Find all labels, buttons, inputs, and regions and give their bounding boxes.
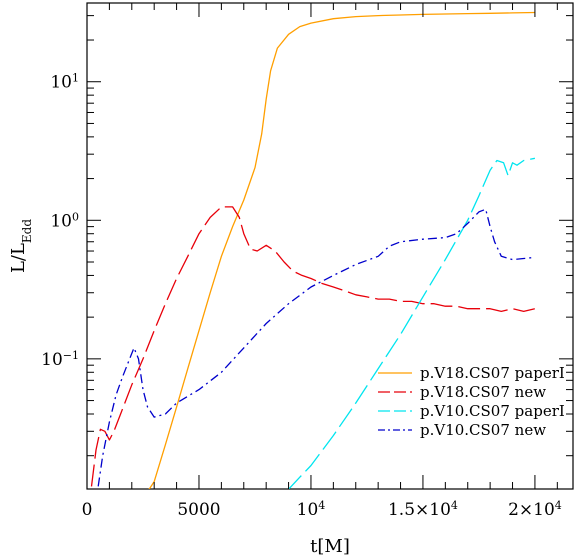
legend-label-4: p.V10.CS07 new xyxy=(420,421,546,439)
x-axis-label: t[M] xyxy=(310,536,350,557)
legend-label-1: p.V18.CS07 paperI xyxy=(420,364,565,382)
x-tick-label: 2×104 xyxy=(508,499,562,521)
legend-label-3: p.V10.CS07 paperI xyxy=(420,402,565,420)
y-axis-label-base: L/L xyxy=(8,243,29,273)
y-tick-label: 10−1 xyxy=(41,348,79,370)
series-line-2 xyxy=(90,206,536,487)
x-tick-label-text: 2×10 xyxy=(508,500,555,520)
x-tick-label-text: 0 xyxy=(82,500,93,520)
y-axis-label-sub: Edd xyxy=(20,219,34,243)
y-axis-label: L/LEdd xyxy=(8,219,34,273)
y-tick-label-text: 10 xyxy=(50,73,72,93)
y-tick-label: 100 xyxy=(50,210,79,232)
series-line-3 xyxy=(287,157,536,489)
series-line-1 xyxy=(148,11,535,489)
x-tick-label: 1.5×104 xyxy=(388,499,458,521)
x-tick-label-exponent: 4 xyxy=(451,499,458,512)
y-tick-label-exponent: 1 xyxy=(72,71,79,84)
legend-label-2: p.V18.CS07 new xyxy=(420,383,546,401)
x-tick-label-text: 1.5×10 xyxy=(388,500,451,520)
y-tick-label-text: 10 xyxy=(50,211,72,231)
x-tick-label-text: 5000 xyxy=(177,500,220,520)
y-tick-label-exponent: −1 xyxy=(63,348,79,361)
x-tick-label-exponent: 4 xyxy=(555,499,562,512)
series-layer xyxy=(90,11,536,489)
y-tick-label: 101 xyxy=(50,71,79,93)
x-tick-label-exponent: 4 xyxy=(318,499,325,512)
x-tick-label: 5000 xyxy=(177,500,220,520)
x-tick-label-text: 10 xyxy=(297,500,319,520)
plot-frame xyxy=(86,2,574,490)
series-line-4 xyxy=(97,208,535,487)
x-tick-label: 0 xyxy=(82,500,93,520)
y-tick-label-text: 10 xyxy=(41,350,63,370)
x-tick-label: 104 xyxy=(297,499,326,521)
y-tick-label-exponent: 0 xyxy=(72,210,79,223)
